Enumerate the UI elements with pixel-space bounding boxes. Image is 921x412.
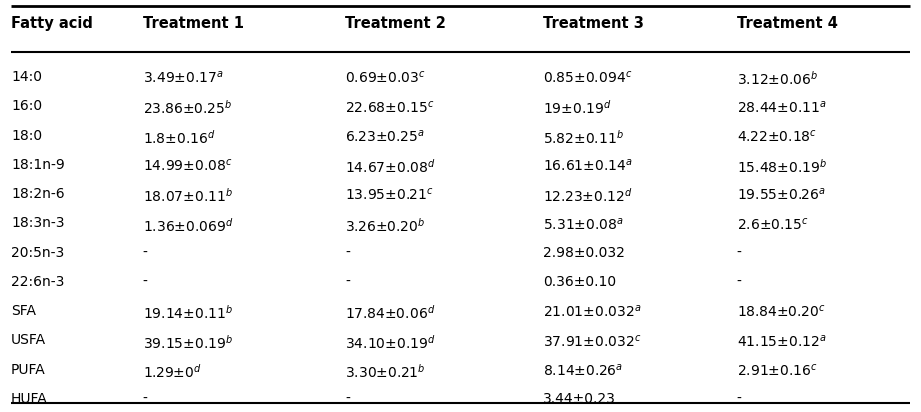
- Text: 22:6n-3: 22:6n-3: [11, 275, 64, 289]
- Text: -: -: [345, 246, 350, 260]
- Text: 0.69±0.03$^{c}$: 0.69±0.03$^{c}$: [345, 70, 426, 86]
- Text: 14.67±0.08$^{d}$: 14.67±0.08$^{d}$: [345, 158, 436, 176]
- Text: -: -: [737, 246, 741, 260]
- Text: 18.84±0.20$^{c}$: 18.84±0.20$^{c}$: [737, 304, 825, 320]
- Text: Treatment 4: Treatment 4: [737, 16, 838, 31]
- Text: 1.8±0.16$^{d}$: 1.8±0.16$^{d}$: [143, 129, 216, 146]
- Text: SFA: SFA: [11, 304, 36, 318]
- Text: 8.14±0.26$^{a}$: 8.14±0.26$^{a}$: [543, 363, 624, 379]
- Text: -: -: [143, 275, 147, 289]
- Text: 2.6±0.15$^{c}$: 2.6±0.15$^{c}$: [737, 216, 809, 232]
- Text: 5.82±0.11$^{b}$: 5.82±0.11$^{b}$: [543, 129, 624, 146]
- Text: -: -: [345, 275, 350, 289]
- Text: 16.61±0.14$^{a}$: 16.61±0.14$^{a}$: [543, 158, 633, 174]
- Text: 19±0.19$^{d}$: 19±0.19$^{d}$: [543, 99, 612, 117]
- Text: 18.07±0.11$^{b}$: 18.07±0.11$^{b}$: [143, 187, 233, 205]
- Text: 41.15±0.12$^{a}$: 41.15±0.12$^{a}$: [737, 333, 826, 349]
- Text: 20:5n-3: 20:5n-3: [11, 246, 64, 260]
- Text: 14:0: 14:0: [11, 70, 42, 84]
- Text: 6.23±0.25$^{a}$: 6.23±0.25$^{a}$: [345, 129, 425, 145]
- Text: 18:3n-3: 18:3n-3: [11, 216, 64, 230]
- Text: 3.44±0.23: 3.44±0.23: [543, 392, 616, 406]
- Text: 19.55±0.26$^{a}$: 19.55±0.26$^{a}$: [737, 187, 826, 203]
- Text: 17.84±0.06$^{d}$: 17.84±0.06$^{d}$: [345, 304, 436, 322]
- Text: 28.44±0.11$^{a}$: 28.44±0.11$^{a}$: [737, 99, 826, 115]
- Text: 2.98±0.032: 2.98±0.032: [543, 246, 625, 260]
- Text: 3.26±0.20$^{b}$: 3.26±0.20$^{b}$: [345, 216, 426, 234]
- Text: -: -: [737, 275, 741, 289]
- Text: 0.36±0.10: 0.36±0.10: [543, 275, 616, 289]
- Text: 19.14±0.11$^{b}$: 19.14±0.11$^{b}$: [143, 304, 233, 322]
- Text: 12.23±0.12$^{d}$: 12.23±0.12$^{d}$: [543, 187, 634, 205]
- Text: 0.85±0.094$^{c}$: 0.85±0.094$^{c}$: [543, 70, 633, 86]
- Text: 37.91±0.032$^{c}$: 37.91±0.032$^{c}$: [543, 333, 642, 349]
- Text: 39.15±0.19$^{b}$: 39.15±0.19$^{b}$: [143, 333, 233, 351]
- Text: Treatment 1: Treatment 1: [143, 16, 244, 31]
- Text: 14.99±0.08$^{c}$: 14.99±0.08$^{c}$: [143, 158, 232, 174]
- Text: 3.30±0.21$^{b}$: 3.30±0.21$^{b}$: [345, 363, 426, 380]
- Text: 3.12±0.06$^{b}$: 3.12±0.06$^{b}$: [737, 70, 818, 88]
- Text: 1.36±0.069$^{d}$: 1.36±0.069$^{d}$: [143, 216, 233, 234]
- Text: Fatty acid: Fatty acid: [11, 16, 93, 31]
- Text: Treatment 2: Treatment 2: [345, 16, 447, 31]
- Text: 4.22±0.18$^{c}$: 4.22±0.18$^{c}$: [737, 129, 817, 145]
- Text: 18:1n-9: 18:1n-9: [11, 158, 64, 172]
- Text: 2.91±0.16$^{c}$: 2.91±0.16$^{c}$: [737, 363, 818, 379]
- Text: Treatment 3: Treatment 3: [543, 16, 645, 31]
- Text: -: -: [143, 246, 147, 260]
- Text: 3.49±0.17$^{a}$: 3.49±0.17$^{a}$: [143, 70, 224, 86]
- Text: 5.31±0.08$^{a}$: 5.31±0.08$^{a}$: [543, 216, 624, 232]
- Text: 16:0: 16:0: [11, 99, 42, 113]
- Text: 18:0: 18:0: [11, 129, 42, 143]
- Text: -: -: [143, 392, 147, 406]
- Text: 15.48±0.19$^{b}$: 15.48±0.19$^{b}$: [737, 158, 827, 176]
- Text: PUFA: PUFA: [11, 363, 46, 377]
- Text: 22.68±0.15$^{c}$: 22.68±0.15$^{c}$: [345, 99, 435, 115]
- Text: -: -: [737, 392, 741, 406]
- Text: -: -: [345, 392, 350, 406]
- Text: HUFA: HUFA: [11, 392, 48, 406]
- Text: 1.29±0$^{d}$: 1.29±0$^{d}$: [143, 363, 202, 380]
- Text: USFA: USFA: [11, 333, 46, 347]
- Text: 13.95±0.21$^{c}$: 13.95±0.21$^{c}$: [345, 187, 434, 203]
- Text: 34.10±0.19$^{d}$: 34.10±0.19$^{d}$: [345, 333, 436, 351]
- Text: 18:2n-6: 18:2n-6: [11, 187, 64, 201]
- Text: 23.86±0.25$^{b}$: 23.86±0.25$^{b}$: [143, 99, 232, 117]
- Text: 21.01±0.032$^{a}$: 21.01±0.032$^{a}$: [543, 304, 642, 320]
